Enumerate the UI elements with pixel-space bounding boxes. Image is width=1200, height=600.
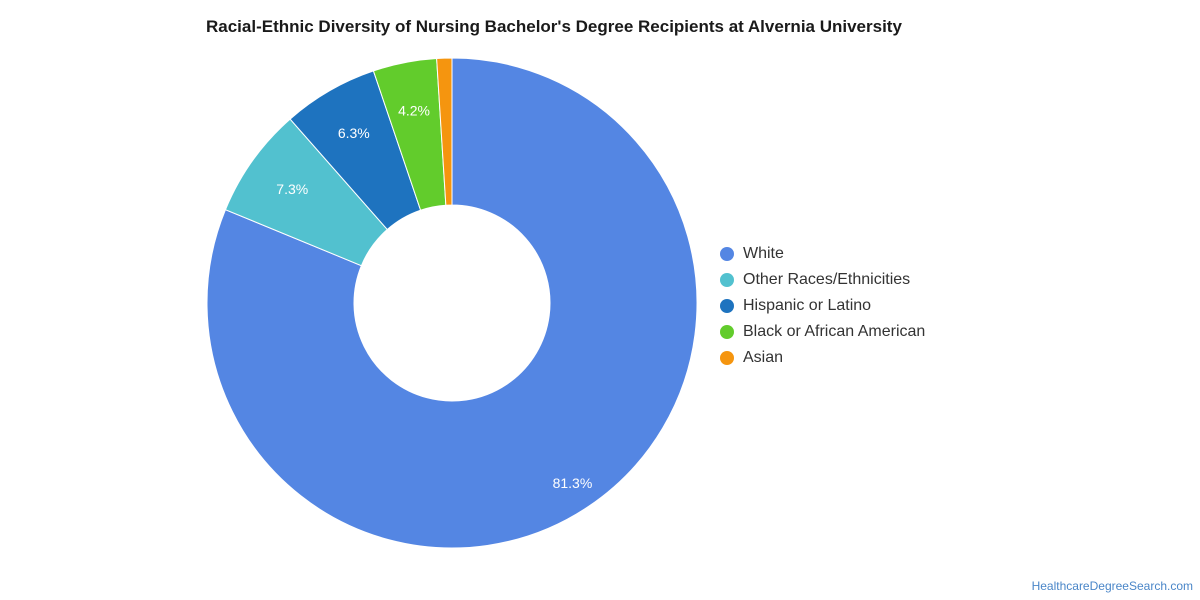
legend-swatch <box>720 273 734 287</box>
slices-layer <box>206 57 698 549</box>
slice-label-black-or-african-american: 4.2% <box>398 102 430 118</box>
slice-label-hispanic-or-latino: 6.3% <box>338 125 370 141</box>
legend-label: White <box>743 245 784 262</box>
slice-white[interactable] <box>206 57 698 549</box>
legend-swatch <box>720 299 734 313</box>
slice-labels-layer: 81.3% 7.3% 6.3% 4.2% <box>276 102 592 490</box>
legend-item-asian[interactable]: Asian <box>720 345 925 371</box>
legend-swatch <box>720 325 734 339</box>
legend-label: Black or African American <box>743 323 926 340</box>
legend-item-hispanic-or-latino[interactable]: Hispanic or Latino <box>720 293 925 319</box>
legend-swatch <box>720 351 734 365</box>
legend-label: Asian <box>743 349 784 366</box>
legend: White Other Races/Ethnicities Hispanic or … <box>720 241 925 371</box>
chart-title: Racial-Ethnic Diversity of Nursing Bache… <box>206 17 902 36</box>
slice-label-other-races-ethnicities: 7.3% <box>276 181 308 197</box>
slice-asian[interactable] <box>436 57 453 206</box>
legend-swatch <box>720 247 734 261</box>
legend-label: Hispanic or Latino <box>743 297 872 314</box>
legend-item-other-races-ethnicities[interactable]: Other Races/Ethnicities <box>720 267 925 293</box>
legend-label: Other Races/Ethnicities <box>743 271 911 288</box>
source-link[interactable]: HealthcareDegreeSearch.com <box>1031 579 1193 593</box>
legend-item-black-or-african-american[interactable]: Black or African American <box>720 319 925 345</box>
legend-item-white[interactable]: White <box>720 241 925 267</box>
slice-label-white: 81.3% <box>553 475 593 491</box>
